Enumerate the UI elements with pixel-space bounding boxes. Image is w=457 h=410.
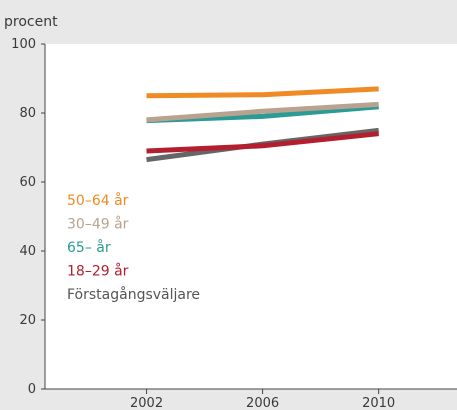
- legend-label: 65– år: [67, 239, 111, 256]
- legend: 50–64 år 30–49 år 65– år 18–29 år Förstagång…: [67, 192, 200, 303]
- y-tick-label: 20: [19, 313, 36, 328]
- y-tick-label: 0: [28, 382, 36, 397]
- x-tick-label: 2002: [130, 396, 163, 410]
- series-lines: [146, 86, 379, 163]
- legend-label: Förstagångsväljare: [67, 286, 200, 303]
- y-tick-label: 60: [19, 175, 36, 190]
- series-line: [146, 131, 379, 154]
- y-tick-label: 80: [19, 106, 36, 121]
- plot-area: [45, 44, 457, 389]
- callout-arrow-line: [69, 126, 92, 181]
- y-tick-label: 100: [11, 37, 36, 52]
- series-line: [146, 101, 379, 123]
- y-axis: 0 20 40 60 80 100: [11, 37, 46, 397]
- legend-label: 50–64 år: [67, 192, 129, 209]
- y-axis-unit-label: procent: [4, 14, 58, 30]
- legend-label: 18–29 år: [67, 263, 129, 280]
- callout-arrow-head: [89, 121, 101, 135]
- x-tick-label: 2010: [362, 396, 395, 410]
- x-tick-label: 2006: [246, 396, 279, 410]
- y-tick-label: 40: [19, 244, 36, 259]
- series-line: [146, 86, 379, 99]
- legend-label: 30–49 år: [67, 216, 129, 233]
- x-axis: 2002 2006 2010: [45, 388, 457, 410]
